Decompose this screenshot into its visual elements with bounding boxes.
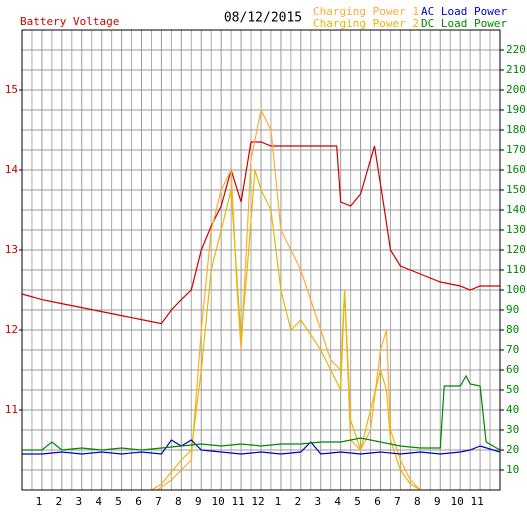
x-tick-label: 9 [195,495,202,508]
x-tick-label: 8 [175,495,182,508]
series-line [22,439,501,455]
y2-tick-label: 70 [506,343,519,356]
x-tick-label: 11 [470,495,483,508]
x-tick-label: 5 [354,495,361,508]
y2-tick-label: 220 [506,43,526,56]
y-tick-label: 15 [5,83,18,96]
y2-tick-label: 190 [506,103,526,116]
y-tick-label: 13 [5,243,18,256]
y2-tick-label: 20 [506,443,519,456]
x-tick-label: 6 [135,495,142,508]
y2-tick-label: 130 [506,223,526,236]
x-tick-label: 1 [275,495,282,508]
y2-tick-label: 200 [506,83,526,96]
y2-tick-label: 140 [506,203,526,216]
x-tick-label: 11 [231,495,244,508]
plot-border [21,29,501,491]
legend-entry: Charging Power 2 [313,17,419,30]
y2-tick-label: 170 [506,143,526,156]
x-tick-label: 4 [334,495,341,508]
x-tick-label: 1 [36,495,43,508]
y2-tick-label: 60 [506,363,519,376]
y2-tick-label: 80 [506,323,519,336]
x-tick-label: 10 [212,495,225,508]
legend-entry: Battery Voltage [20,15,119,28]
y2-tick-label: 120 [506,243,526,256]
x-tick-label: 4 [95,495,102,508]
legend-entry: DC Load Power [421,17,507,30]
x-tick-label: 12 [251,495,264,508]
y2-tick-label: 100 [506,283,526,296]
y2-tick-label: 160 [506,163,526,176]
x-tick-label: 2 [295,495,302,508]
y-tick-label: 11 [5,403,18,416]
series-line [21,141,500,325]
x-tick-label: 3 [314,495,321,508]
legend-entry: Charging Power 1 [313,5,419,18]
x-tick-label: 7 [155,495,162,508]
y2-tick-label: 40 [506,403,519,416]
y2-tick-label: 90 [506,303,519,316]
legend-entry: AC Load Power [421,5,507,18]
x-tick-label: 9 [434,495,441,508]
y2-tick-label: 150 [506,183,526,196]
series-line [22,374,501,451]
y2-tick-label: 30 [506,423,519,436]
x-tick-label: 7 [394,495,401,508]
y2-tick-label: 50 [506,383,519,396]
x-tick-label: 8 [414,495,421,508]
y-tick-label: 12 [5,323,18,336]
x-tick-label: 6 [374,495,381,508]
series-line [151,169,421,491]
x-tick-label: 2 [56,495,63,508]
x-tick-label: 3 [75,495,82,508]
y2-tick-label: 10 [506,463,519,476]
x-tick-label: 5 [115,495,122,508]
y2-tick-label: 210 [506,63,526,76]
y-tick-label: 14 [5,163,19,176]
y2-tick-label: 110 [506,263,526,276]
series-line [157,108,421,491]
chart-title: 08/12/2015 [224,11,302,26]
x-tick-label: 10 [451,495,464,508]
y2-tick-label: 180 [506,123,526,136]
